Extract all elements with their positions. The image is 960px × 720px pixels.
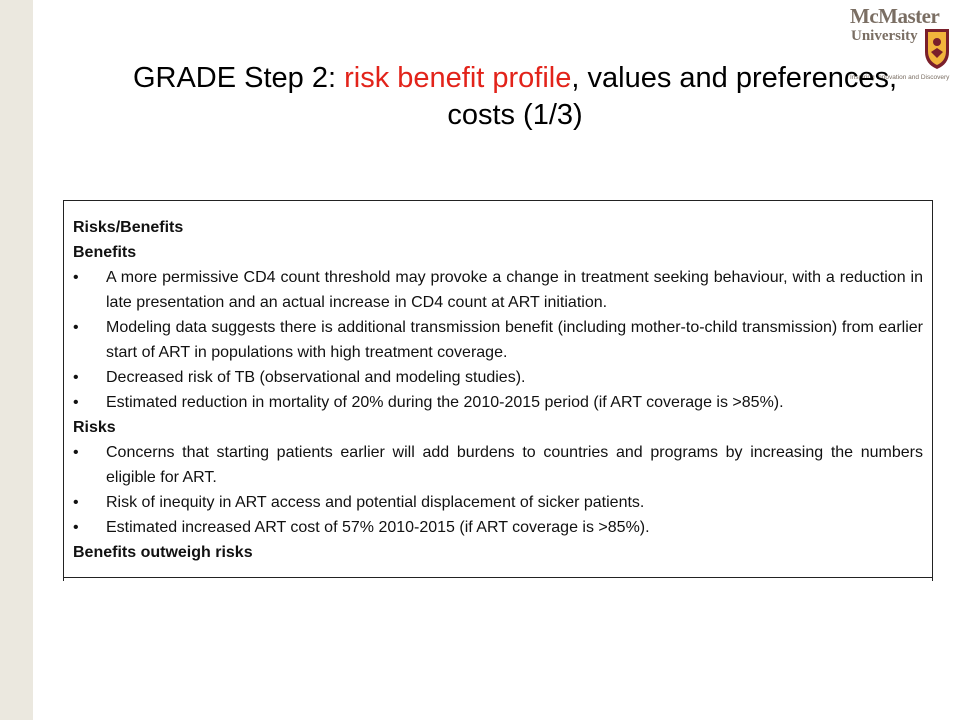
risk-text: Estimated increased ART cost of 57% 2010… xyxy=(106,519,650,536)
list-item: • Risk of inequity in ART access and pot… xyxy=(73,490,923,515)
benefit-text: Modeling data suggests there is addition… xyxy=(106,319,923,361)
risk-text: Risk of inequity in ART access and poten… xyxy=(106,494,645,511)
risks-benefits-table: Risks/Benefits Benefits • A more permiss… xyxy=(63,200,933,581)
conclusion: Benefits outweigh risks xyxy=(73,544,253,561)
bullet-icon: • xyxy=(73,269,79,286)
benefit-text: Decreased risk of TB (observational and … xyxy=(106,369,526,386)
bullet-icon: • xyxy=(73,369,79,386)
mcmaster-logo: McMaster University Inspiring Innovation… xyxy=(850,6,958,82)
bullet-icon: • xyxy=(73,319,79,336)
risk-text: Concerns that starting patients earlier … xyxy=(106,444,923,486)
logo-name: McMaster xyxy=(850,4,940,28)
list-item: • Modeling data suggests there is additi… xyxy=(73,315,923,365)
benefit-text: Estimated reduction in mortality of 20% … xyxy=(106,394,784,411)
list-item: • Estimated increased ART cost of 57% 20… xyxy=(73,515,923,540)
list-item: • Estimated reduction in mortality of 20… xyxy=(73,390,923,415)
bullet-icon: • xyxy=(73,494,79,511)
bullet-icon: • xyxy=(73,444,79,461)
list-item: • Decreased risk of TB (observational an… xyxy=(73,365,923,390)
benefit-text: A more permissive CD4 count threshold ma… xyxy=(106,269,923,311)
benefits-heading: Benefits xyxy=(73,244,137,261)
table-content: Risks/Benefits Benefits • A more permiss… xyxy=(73,215,923,565)
section-heading: Risks/Benefits xyxy=(73,219,184,236)
bullet-icon: • xyxy=(73,394,79,411)
risks-heading: Risks xyxy=(73,419,116,436)
slide-title: GRADE Step 2: risk benefit profile, valu… xyxy=(120,60,910,134)
list-item: • A more permissive CD4 count threshold … xyxy=(73,265,923,315)
title-suffix: , values and preferences, costs (1/3) xyxy=(447,62,898,131)
crest-icon xyxy=(925,29,949,69)
title-prefix: GRADE Step 2: xyxy=(132,62,345,94)
left-decorative-band xyxy=(0,0,33,720)
logo-tagline: Inspiring Innovation and Discovery xyxy=(850,74,950,81)
table-divider xyxy=(64,577,932,578)
bullet-icon: • xyxy=(73,519,79,536)
title-highlight: risk benefit profile xyxy=(344,62,572,94)
logo-university: University xyxy=(851,28,918,44)
list-item: • Concerns that starting patients earlie… xyxy=(73,440,923,490)
